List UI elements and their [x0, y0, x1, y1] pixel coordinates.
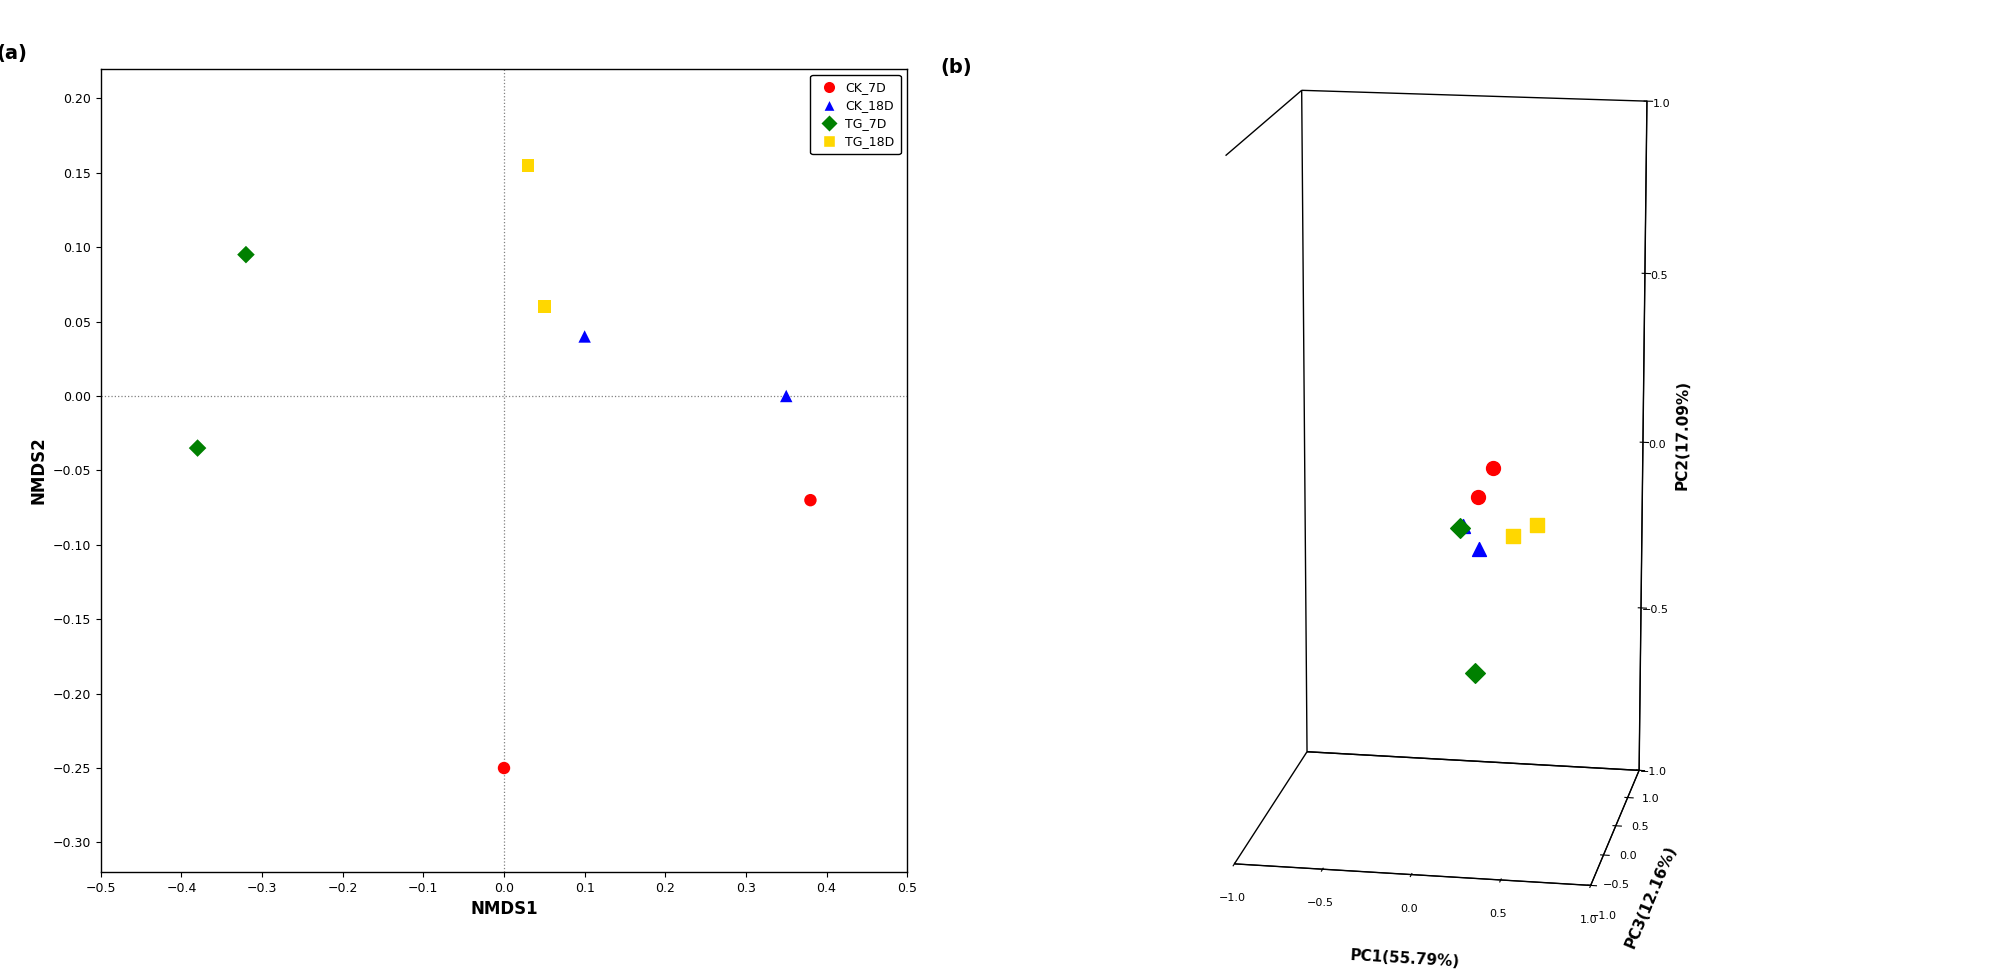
- Point: [230, 247, 262, 263]
- Point: [528, 299, 560, 315]
- Text: (a): (a): [0, 44, 26, 64]
- Y-axis label: PC3(12.16%): PC3(12.16%): [1623, 843, 1679, 951]
- Text: (b): (b): [939, 58, 972, 77]
- Y-axis label: NMDS2: NMDS2: [28, 436, 46, 505]
- Point: [181, 440, 214, 456]
- X-axis label: PC1(55.79%): PC1(55.79%): [1349, 948, 1460, 969]
- Legend: CK_7D, CK_18D, TG_7D, TG_18D: CK_7D, CK_18D, TG_7D, TG_18D: [810, 74, 901, 154]
- Point: [770, 388, 802, 404]
- Point: [488, 760, 520, 776]
- Point: [512, 158, 544, 173]
- Point: [569, 328, 601, 344]
- Point: [794, 492, 827, 508]
- X-axis label: NMDS1: NMDS1: [470, 901, 538, 918]
